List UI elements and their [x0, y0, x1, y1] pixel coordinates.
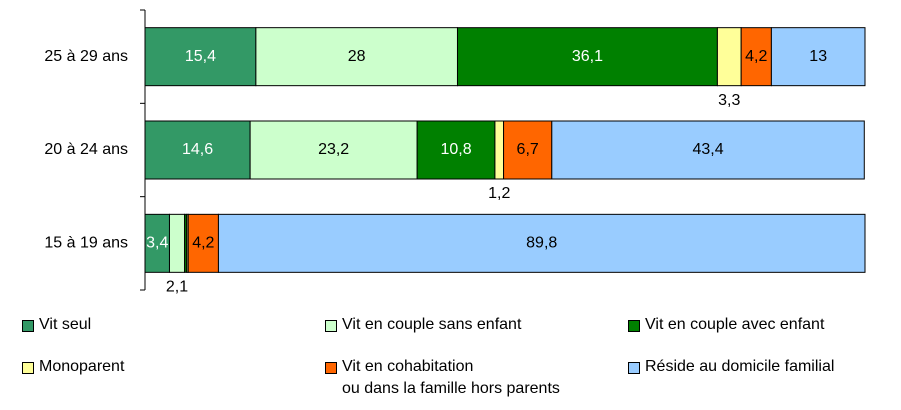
value-label: 36,1 [572, 48, 603, 65]
value-label: 89,8 [526, 235, 557, 252]
legend-swatch [22, 320, 34, 332]
legend-label: Vit en cohabitation ou dans la famille h… [342, 358, 560, 397]
value-label: 4,2 [745, 48, 767, 65]
legend-swatch [628, 362, 640, 374]
legend-item: Vit en couple sans enfant [325, 314, 521, 336]
legend-label: Vit en couple sans enfant [342, 316, 522, 333]
bar-segment [416, 120, 496, 180]
bar-segment [503, 120, 553, 180]
value-label: 14,6 [182, 141, 213, 158]
legend-label: Monoparent [39, 358, 125, 375]
bar-segment [249, 120, 418, 180]
value-label: 2,1 [166, 279, 188, 296]
legend-item: Monoparent [22, 356, 124, 378]
category-label: 25 à 29 ans [44, 48, 128, 65]
value-label: 3,4 [146, 235, 168, 252]
value-label: 28 [348, 48, 366, 65]
legend-label: Réside au domicile familial [645, 358, 835, 375]
value-label: 6,7 [517, 141, 539, 158]
legend-item: Vit en couple avec enfant [628, 314, 824, 336]
bar-segment [187, 213, 219, 273]
legend-swatch [325, 320, 337, 332]
bar-segment [716, 27, 742, 87]
legend-label: Vit seul [39, 316, 92, 333]
bar-segment [168, 213, 186, 273]
legend-swatch [325, 362, 337, 374]
value-label: 43,4 [692, 141, 723, 158]
chart: 25 à 29 ans 15,4 28 36,1 3,3 4,2 13 20 à 24 ans… [44, 9, 866, 296]
category-label: 15 à 19 ans [44, 235, 128, 252]
legend-swatch [628, 320, 640, 332]
bar-segment [144, 27, 257, 87]
value-label: 23,2 [318, 141, 349, 158]
bar-segment [770, 27, 866, 87]
bar-segment [217, 213, 866, 273]
bar-segment [144, 120, 251, 180]
legend-item: Vit en cohabitation ou dans la famille h… [325, 356, 560, 400]
value-label: 13 [809, 48, 827, 65]
bar-segment [456, 27, 718, 87]
value-label: 1,2 [488, 185, 510, 202]
value-label: 10,8 [440, 141, 471, 158]
value-label: 4,2 [192, 235, 214, 252]
legend-item: Réside au domicile familial [628, 356, 834, 378]
legend-swatch [22, 362, 34, 374]
legend-label: Vit en couple avec enfant [645, 316, 825, 333]
value-label: 3,3 [718, 92, 740, 109]
value-label: 15,4 [185, 48, 216, 65]
category-label: 20 à 24 ans [44, 141, 128, 158]
bar-segment [494, 120, 505, 180]
legend-item: Vit seul [22, 314, 91, 336]
bar-segment [255, 27, 458, 87]
bar-segment [551, 120, 865, 180]
